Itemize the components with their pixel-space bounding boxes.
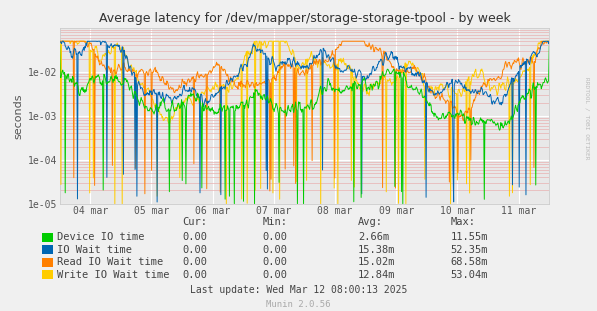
- Text: Munin 2.0.56: Munin 2.0.56: [266, 300, 331, 309]
- Text: 0.00: 0.00: [263, 270, 288, 280]
- Text: 0.00: 0.00: [263, 232, 288, 242]
- Text: 15.38m: 15.38m: [358, 245, 396, 255]
- Text: 0.00: 0.00: [182, 245, 207, 255]
- Text: 68.58m: 68.58m: [451, 257, 488, 267]
- Text: 15.02m: 15.02m: [358, 257, 396, 267]
- Text: Avg:: Avg:: [358, 217, 383, 227]
- Text: 0.00: 0.00: [182, 257, 207, 267]
- Text: 0.00: 0.00: [182, 232, 207, 242]
- Text: 52.35m: 52.35m: [451, 245, 488, 255]
- Y-axis label: seconds: seconds: [13, 93, 23, 139]
- Text: Cur:: Cur:: [182, 217, 207, 227]
- Text: 0.00: 0.00: [263, 257, 288, 267]
- Title: Average latency for /dev/mapper/storage-storage-tpool - by week: Average latency for /dev/mapper/storage-…: [99, 12, 510, 26]
- Text: Min:: Min:: [263, 217, 288, 227]
- Text: 53.04m: 53.04m: [451, 270, 488, 280]
- Text: 2.66m: 2.66m: [358, 232, 389, 242]
- Text: RRDTOOL / TOBI OETIKER: RRDTOOL / TOBI OETIKER: [585, 77, 590, 160]
- Text: 12.84m: 12.84m: [358, 270, 396, 280]
- Text: Last update: Wed Mar 12 08:00:13 2025: Last update: Wed Mar 12 08:00:13 2025: [190, 285, 407, 295]
- Text: Device IO time: Device IO time: [57, 232, 144, 242]
- Text: 11.55m: 11.55m: [451, 232, 488, 242]
- Text: Write IO Wait time: Write IO Wait time: [57, 270, 169, 280]
- Text: IO Wait time: IO Wait time: [57, 245, 132, 255]
- Text: 0.00: 0.00: [182, 270, 207, 280]
- Text: Max:: Max:: [451, 217, 476, 227]
- Text: Read IO Wait time: Read IO Wait time: [57, 257, 163, 267]
- Text: 0.00: 0.00: [263, 245, 288, 255]
